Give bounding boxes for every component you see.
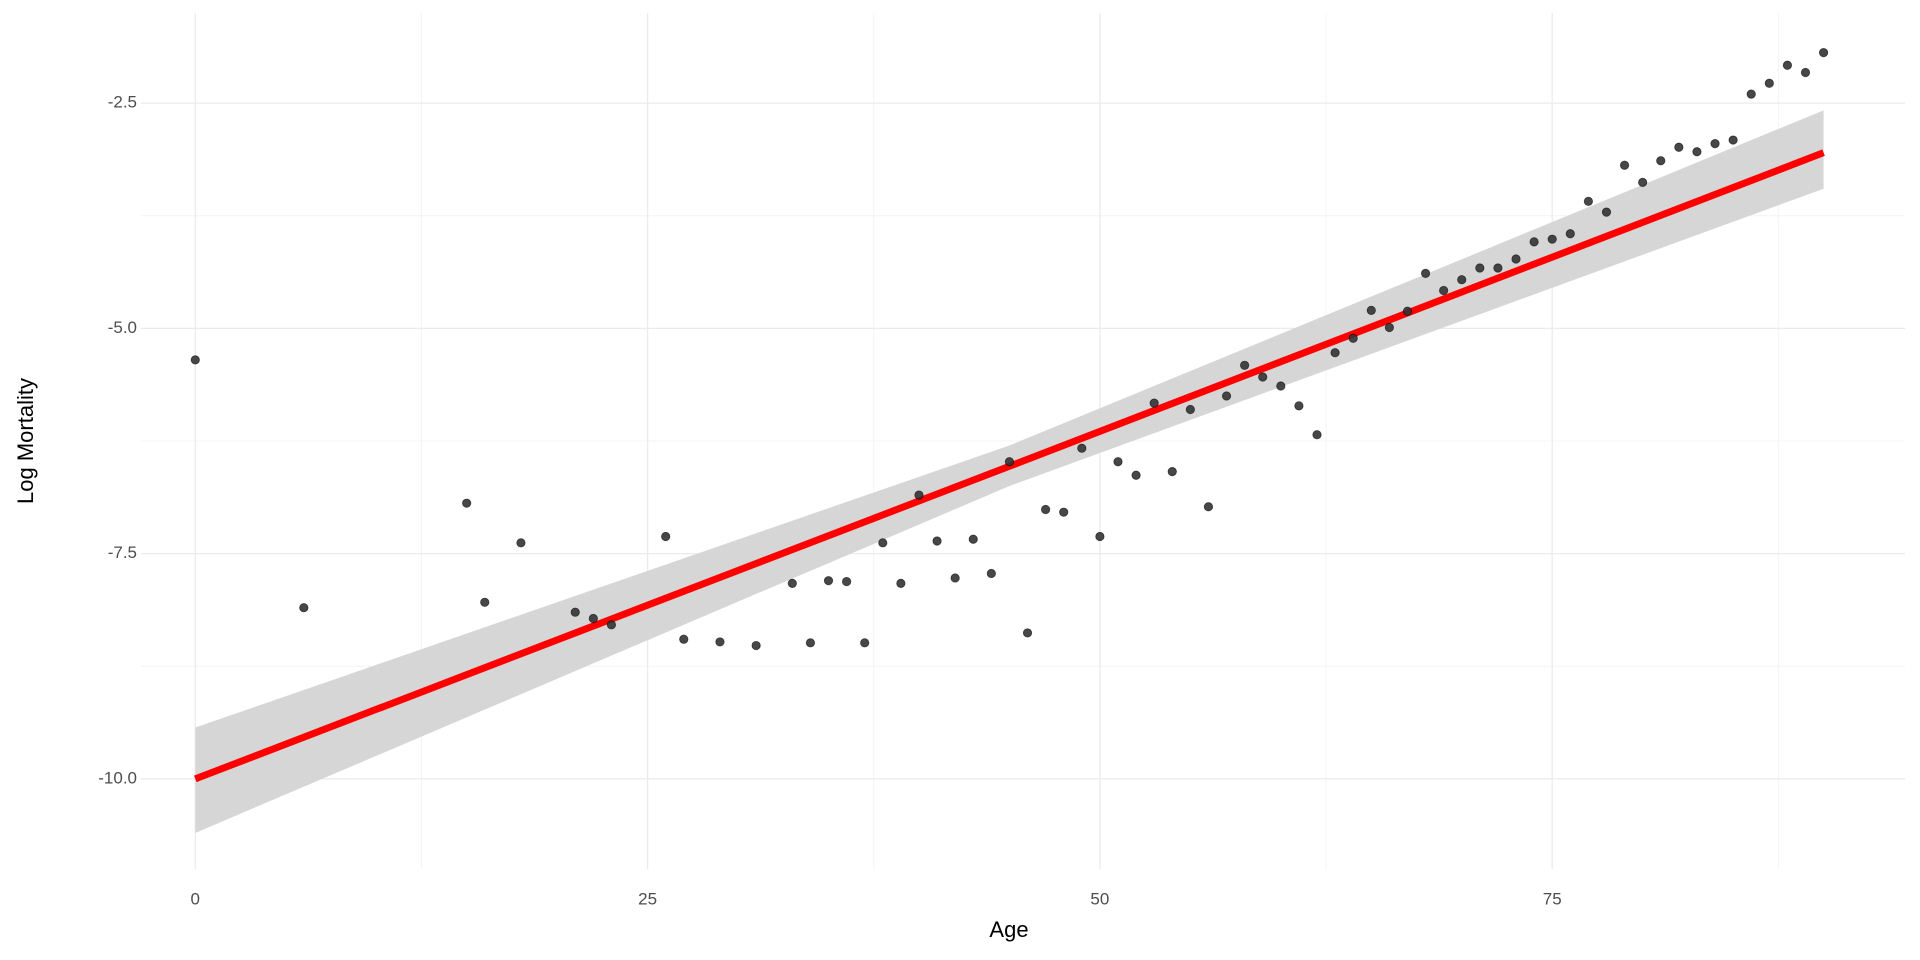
data-point	[823, 576, 834, 586]
data-point	[1583, 196, 1593, 206]
data-point	[1800, 67, 1811, 78]
data-point	[1782, 60, 1793, 70]
data-point	[1674, 142, 1684, 152]
data-point	[190, 355, 200, 365]
data-point	[1059, 507, 1069, 517]
data-point	[606, 620, 617, 630]
data-point	[1095, 531, 1105, 542]
data-point	[1764, 78, 1774, 88]
data-point	[950, 573, 960, 583]
x-axis-title: Age	[989, 917, 1028, 942]
x-tick-label: 75	[1543, 889, 1562, 908]
data-point	[1692, 147, 1702, 157]
data-point	[1420, 268, 1431, 279]
data-point	[1149, 398, 1159, 408]
data-point	[787, 578, 797, 588]
data-point	[570, 607, 580, 617]
data-point	[1402, 306, 1413, 316]
y-tick-label: -5.0	[108, 318, 137, 337]
data-point	[1022, 628, 1033, 638]
data-point	[1312, 430, 1322, 440]
data-point	[1638, 177, 1648, 187]
data-point	[1113, 457, 1123, 467]
data-point	[1004, 457, 1015, 467]
data-point	[679, 634, 689, 644]
data-point	[860, 638, 870, 648]
data-point	[1041, 504, 1051, 515]
data-point	[1131, 470, 1141, 480]
data-point	[841, 576, 852, 587]
data-point	[1619, 160, 1630, 170]
data-point	[1457, 275, 1467, 285]
data-point	[914, 490, 924, 500]
data-point	[480, 597, 490, 607]
data-point	[1366, 305, 1376, 315]
y-tick-label: -2.5	[108, 93, 137, 112]
data-point	[1547, 234, 1557, 244]
data-point	[896, 578, 906, 588]
data-point	[1656, 156, 1666, 166]
data-point	[1511, 254, 1521, 264]
data-point	[1185, 404, 1195, 415]
y-axis-title: Log Mortality	[13, 378, 38, 504]
data-point	[968, 534, 978, 544]
data-point	[661, 531, 671, 542]
x-tick-label: 0	[191, 889, 200, 908]
data-point	[1818, 48, 1829, 58]
y-tick-label: -10.0	[98, 768, 137, 787]
data-point	[299, 603, 309, 613]
data-point	[1475, 263, 1485, 273]
data-point	[1746, 89, 1756, 99]
data-point	[1601, 207, 1612, 217]
data-point	[1493, 263, 1503, 273]
data-point	[1167, 467, 1177, 477]
data-point	[1240, 360, 1250, 370]
data-point	[1221, 391, 1232, 401]
x-tick-label: 50	[1090, 889, 1109, 908]
data-point	[588, 613, 598, 624]
data-point	[986, 568, 996, 579]
data-point	[516, 538, 526, 548]
data-point	[1529, 237, 1539, 247]
data-point	[1565, 229, 1575, 239]
data-point	[1203, 502, 1214, 512]
data-point	[1258, 372, 1268, 382]
data-point	[1276, 381, 1286, 391]
x-tick-label: 25	[638, 889, 657, 908]
data-point	[1348, 333, 1358, 343]
data-point	[1330, 348, 1340, 358]
data-point	[1439, 285, 1449, 296]
data-point	[751, 640, 761, 651]
data-point	[805, 638, 816, 648]
data-point	[1710, 139, 1720, 149]
data-point	[462, 498, 472, 508]
data-point	[932, 536, 942, 546]
data-point	[878, 538, 888, 548]
data-point	[1077, 443, 1087, 453]
confidence-band	[195, 110, 1824, 833]
data-point	[715, 637, 725, 647]
y-tick-label: -7.5	[108, 543, 137, 562]
data-point	[1728, 135, 1738, 145]
data-point	[1384, 322, 1394, 333]
data-point	[1294, 401, 1304, 411]
